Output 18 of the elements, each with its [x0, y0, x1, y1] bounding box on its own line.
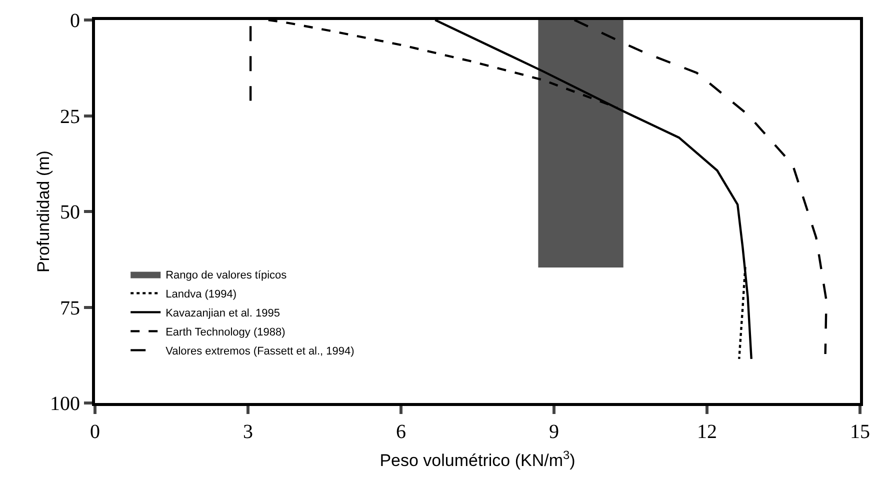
y-tick-label: 0 — [70, 10, 80, 32]
legend-label: Valores extremos (Fassett et al., 1994) — [166, 345, 354, 358]
legend-label: Rango de valores típicos — [166, 269, 288, 282]
y-tick-label: 75 — [60, 297, 80, 320]
y-tick-label: 100 — [50, 393, 80, 415]
x-tick-label: 3 — [243, 421, 253, 443]
y-tick-label: 25 — [60, 106, 80, 128]
y-tick-label: 50 — [60, 202, 80, 224]
x-tick-label: 0 — [90, 421, 100, 443]
legend-label: Landva (1994) — [166, 288, 237, 300]
x-tick-label: 6 — [396, 421, 406, 443]
x-tick-label: 9 — [549, 421, 559, 443]
x-tick-label: 12 — [697, 421, 717, 443]
legend-label: Kavazanjian et al. 1995 — [166, 307, 280, 320]
y-axis-title: Profundidad (m) — [34, 150, 53, 272]
x-axis-title: Peso volumétrico (KN/m$^{3}$) — [380, 448, 576, 470]
x-tick-label: 15 — [850, 421, 870, 443]
legend-label: Earth Technology (1988) — [166, 326, 286, 338]
